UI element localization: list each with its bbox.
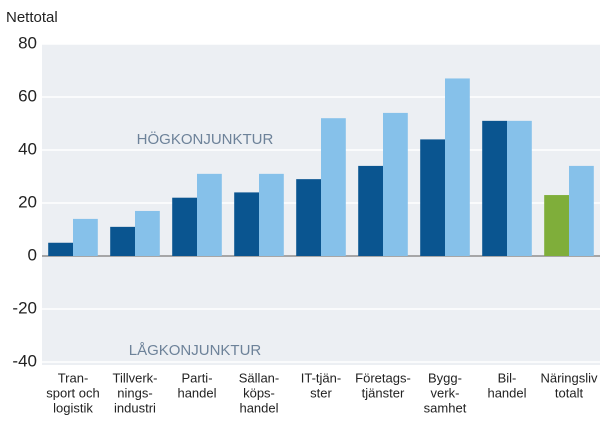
x-tick-label: Sällan- xyxy=(239,370,279,385)
x-tick-label: samhet xyxy=(424,400,467,415)
bar xyxy=(321,118,346,256)
y-tick-label: 80 xyxy=(18,33,37,52)
annotation: LÅGKONJUNKTUR xyxy=(129,342,262,359)
bar xyxy=(172,197,197,256)
bar xyxy=(507,120,532,256)
y-axis-label: Nettotal xyxy=(6,9,58,26)
x-tick-label: Företags- xyxy=(355,370,411,385)
x-tick-label: handel xyxy=(487,385,526,400)
bar xyxy=(296,179,321,256)
bar xyxy=(544,195,569,256)
x-tick-label: Tillverk- xyxy=(112,370,157,385)
bar xyxy=(197,173,222,256)
y-tick-label: -20 xyxy=(12,298,37,317)
bar xyxy=(73,218,98,256)
bar xyxy=(569,165,594,256)
x-tick-label: Bygg- xyxy=(428,370,462,385)
bar xyxy=(420,139,445,256)
bar xyxy=(135,210,160,256)
x-tick-label: ster xyxy=(310,385,332,400)
y-tick-label: -40 xyxy=(12,351,37,370)
bar xyxy=(259,173,284,256)
x-tick-label: IT-tjän- xyxy=(301,370,341,385)
x-tick-label: sport och xyxy=(46,385,99,400)
y-tick-label: 0 xyxy=(28,245,37,264)
x-tick-label: köps- xyxy=(243,385,275,400)
bar xyxy=(234,192,259,256)
bar xyxy=(383,112,408,257)
y-tick-label: 40 xyxy=(18,139,37,158)
x-tick-label: Bil- xyxy=(498,370,517,385)
y-tick-label: 20 xyxy=(18,192,37,211)
x-tick-label: verk- xyxy=(431,385,460,400)
x-tick-label: Parti- xyxy=(181,370,212,385)
x-tick-label: handel xyxy=(177,385,216,400)
x-tick-label: nings- xyxy=(117,385,152,400)
bar xyxy=(358,165,383,256)
bar xyxy=(482,120,507,256)
x-tick-label: Näringsliv xyxy=(540,370,598,385)
x-tick-label: industri xyxy=(114,400,156,415)
x-tick-label: tjänster xyxy=(362,385,405,400)
annotation: HÖGKONJUNKTUR xyxy=(137,130,274,148)
bar xyxy=(48,242,73,256)
y-tick-label: 60 xyxy=(18,86,37,105)
x-tick-label: Tran- xyxy=(58,370,89,385)
x-tick-label: logistik xyxy=(53,400,93,415)
bar xyxy=(110,226,135,256)
x-tick-label: totalt xyxy=(555,385,584,400)
bar xyxy=(445,78,470,256)
x-tick-label: handel xyxy=(239,400,278,415)
